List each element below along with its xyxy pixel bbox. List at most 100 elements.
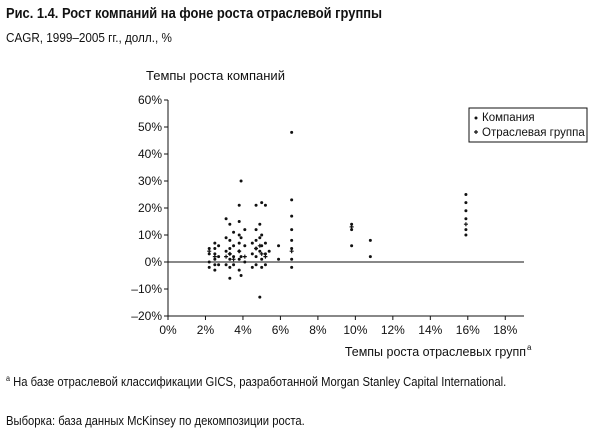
company-point	[290, 214, 294, 218]
company-point	[224, 236, 228, 240]
industry-point	[259, 251, 264, 256]
company-point	[250, 241, 254, 245]
scatter-chart: –20% –10% 0% 10% 20% 30% 40% 50% 60% 0% 2% 4% 6% 8% 10…	[131, 68, 588, 359]
legend-company-label: Компания	[482, 112, 535, 124]
company-point	[258, 236, 262, 240]
x-tick-label: 18%	[493, 323, 517, 337]
industry-point	[231, 257, 236, 262]
footnote-mark: a	[6, 374, 11, 383]
company-point	[213, 241, 217, 245]
footnote-text: На базе отраслевой классификации GICS, р…	[13, 375, 507, 390]
industry-point	[289, 249, 294, 254]
footnote: a На базе отраслевой классификации GICS,…	[6, 374, 506, 389]
figure-title: Рис. 1.4. Рост компаний на фоне роста от…	[6, 5, 383, 22]
x-tick-label: 12%	[381, 323, 405, 337]
company-point	[232, 263, 236, 267]
company-point	[260, 201, 264, 205]
company-point	[464, 217, 468, 221]
company-point	[263, 203, 267, 207]
company-point	[290, 257, 294, 261]
company-point	[239, 179, 243, 183]
company-point	[254, 263, 258, 267]
company-point	[464, 193, 468, 196]
company-point	[237, 233, 241, 237]
company-point	[243, 244, 247, 248]
company-point	[368, 255, 372, 259]
y-tick-label: –20%	[131, 309, 162, 323]
company-point	[228, 238, 232, 242]
company-point	[232, 255, 236, 259]
company-point	[350, 222, 354, 226]
company-point	[290, 247, 294, 250]
company-point	[228, 257, 232, 261]
x-tick-label: 0%	[159, 323, 177, 337]
figure-subtitle: CAGR, 1999–2005 гг., долл., %	[6, 30, 172, 45]
company-point	[258, 222, 262, 226]
chart-points	[207, 130, 468, 299]
y-tick-label: –10%	[131, 282, 162, 296]
company-point	[277, 244, 281, 248]
company-point	[237, 203, 241, 207]
company-point	[250, 252, 254, 256]
x-tick-label: 10%	[343, 323, 367, 337]
company-point	[237, 257, 241, 261]
company-point	[213, 247, 217, 250]
legend-industry-marker	[474, 130, 478, 134]
y-tick-label: 40%	[138, 147, 162, 161]
x-tick-label: 2%	[197, 323, 215, 337]
company-point	[290, 198, 294, 202]
company-point	[217, 263, 221, 267]
company-point	[350, 228, 354, 232]
industry-point	[257, 243, 262, 248]
industry-point	[349, 224, 354, 229]
industry-point	[463, 222, 468, 227]
company-point	[254, 203, 258, 207]
company-point	[217, 255, 221, 259]
company-point	[228, 222, 232, 226]
industry-point	[237, 249, 242, 254]
y-axis-title: Темпы роста компаний	[146, 68, 285, 83]
y-tick-label: 10%	[138, 228, 162, 242]
industry-point	[263, 254, 268, 259]
company-point	[350, 244, 354, 248]
y-tick-label: 20%	[138, 201, 162, 215]
company-point	[239, 274, 243, 277]
company-point	[258, 295, 262, 299]
company-point	[464, 209, 468, 213]
x-tick-label: 6%	[272, 323, 290, 337]
company-point	[228, 265, 232, 269]
company-point	[237, 268, 241, 272]
x-axis-title: Темпы роста отраслевых групп	[345, 345, 526, 359]
company-point	[263, 263, 267, 267]
company-point	[243, 260, 247, 264]
company-point	[290, 238, 294, 242]
company-point	[239, 255, 243, 259]
industry-point	[227, 251, 232, 256]
x-tick-label: 14%	[418, 323, 442, 337]
industry-point	[207, 249, 212, 254]
x-axis-footnote-mark: a	[527, 343, 532, 352]
company-point	[213, 252, 217, 256]
company-point	[464, 228, 468, 232]
chart-legend: Компания Отраслевая группа	[468, 107, 588, 143]
company-point	[237, 241, 241, 245]
company-point	[213, 268, 217, 272]
y-tick-label: 60%	[138, 93, 162, 107]
company-point	[267, 249, 271, 253]
company-point	[260, 233, 264, 237]
company-point	[250, 265, 254, 269]
y-tick-label: 30%	[138, 174, 162, 188]
company-point	[277, 257, 281, 261]
source-note: Выборка: база данных McKinsey по декомпо…	[6, 414, 305, 428]
y-tick-label: 0%	[145, 255, 163, 269]
company-point	[213, 263, 217, 267]
legend-company-marker	[474, 116, 478, 120]
company-point	[258, 249, 262, 253]
company-point	[217, 244, 221, 248]
company-point	[237, 220, 241, 223]
company-point	[290, 130, 294, 134]
x-tick-label: 4%	[234, 323, 252, 337]
industry-point	[212, 254, 217, 259]
company-point	[290, 265, 294, 269]
company-point	[207, 260, 211, 264]
